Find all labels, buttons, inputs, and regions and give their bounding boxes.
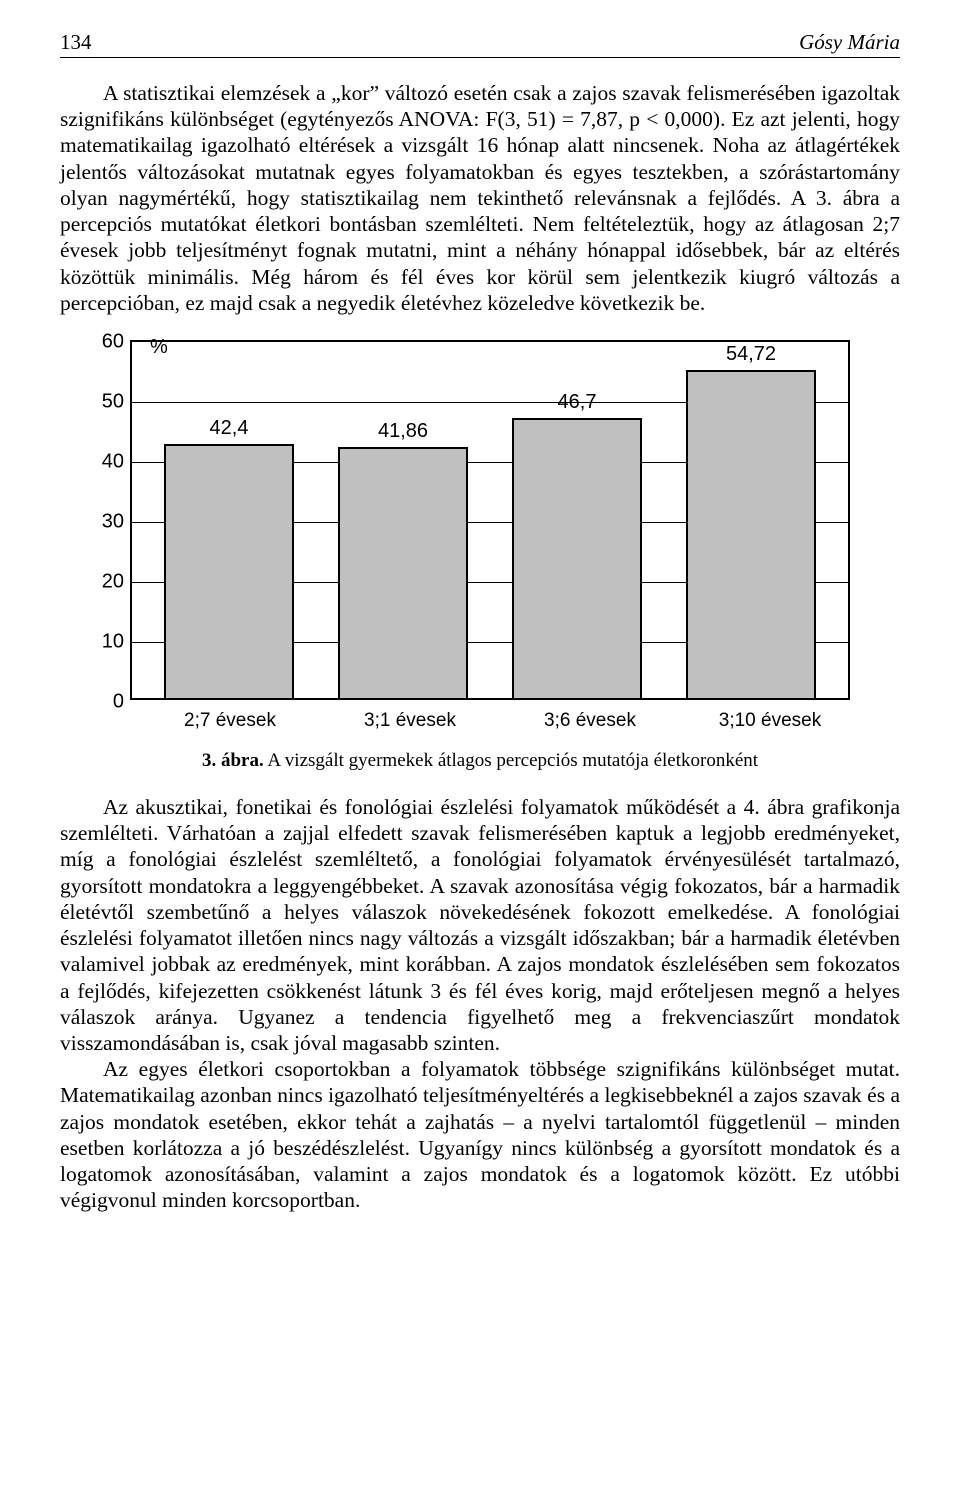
y-tick-label: 30 bbox=[102, 510, 132, 533]
y-tick-label: 10 bbox=[102, 630, 132, 653]
x-tick-label: 3;1 évesek bbox=[345, 710, 475, 732]
paragraph-text: A statisztikai elemzések a „kor” változó… bbox=[60, 80, 900, 316]
y-tick-label: 20 bbox=[102, 570, 132, 593]
running-author: Gósy Mária bbox=[799, 30, 900, 55]
y-tick-label: 0 bbox=[113, 690, 132, 713]
bar: 41,86 bbox=[338, 447, 468, 698]
page-number: 134 bbox=[60, 30, 92, 55]
body-paragraph-3: Az egyes életkori csoportokban a folyama… bbox=[60, 1056, 900, 1213]
bar: 54,72 bbox=[686, 370, 816, 698]
caption-text: A vizsgált gyermekek átlagos percepciós … bbox=[264, 750, 758, 771]
bars-container: 42,4 41,86 46,7 54,72 bbox=[132, 342, 848, 698]
bar-value-label: 54,72 bbox=[726, 343, 776, 366]
bar-value-label: 42,4 bbox=[210, 417, 249, 440]
figure-caption: 3. ábra. A vizsgált gyermekek átlagos pe… bbox=[60, 750, 900, 772]
body-paragraph-2: Az akusztikai, fonetikai és fonológiai é… bbox=[60, 794, 900, 1056]
x-axis: 2;7 évesek 3;1 évesek 3;6 évesek 3;10 évese… bbox=[130, 710, 870, 732]
y-tick-label: 60 bbox=[102, 330, 132, 353]
running-header: 134 Gósy Mária bbox=[60, 30, 900, 58]
y-tick-label: 50 bbox=[102, 390, 132, 413]
y-tick-label: 40 bbox=[102, 450, 132, 473]
x-tick-label: 3;6 évesek bbox=[525, 710, 655, 732]
figure-3: 0102030405060%42,441,8646,754,722;7 éves… bbox=[60, 340, 900, 732]
bar-value-label: 41,86 bbox=[378, 420, 428, 443]
bar-value-label: 46,7 bbox=[558, 391, 597, 414]
paragraph-text: Az akusztikai, fonetikai és fonológiai é… bbox=[60, 794, 900, 1056]
x-tick-label: 3;10 évesek bbox=[705, 710, 835, 732]
bar-chart: 0102030405060%42,441,8646,754,722;7 éves… bbox=[90, 340, 870, 732]
bar: 46,7 bbox=[512, 418, 642, 698]
plot-area: 0102030405060%42,441,8646,754,72 bbox=[130, 340, 850, 700]
page: 134 Gósy Mária A statisztikai elemzések … bbox=[0, 0, 960, 1233]
body-paragraph-1: A statisztikai elemzések a „kor” változó… bbox=[60, 80, 900, 316]
paragraph-text: Az egyes életkori csoportokban a folyama… bbox=[60, 1056, 900, 1213]
x-tick-label: 2;7 évesek bbox=[165, 710, 295, 732]
bar: 42,4 bbox=[164, 444, 294, 698]
caption-label: 3. ábra. bbox=[202, 750, 264, 771]
